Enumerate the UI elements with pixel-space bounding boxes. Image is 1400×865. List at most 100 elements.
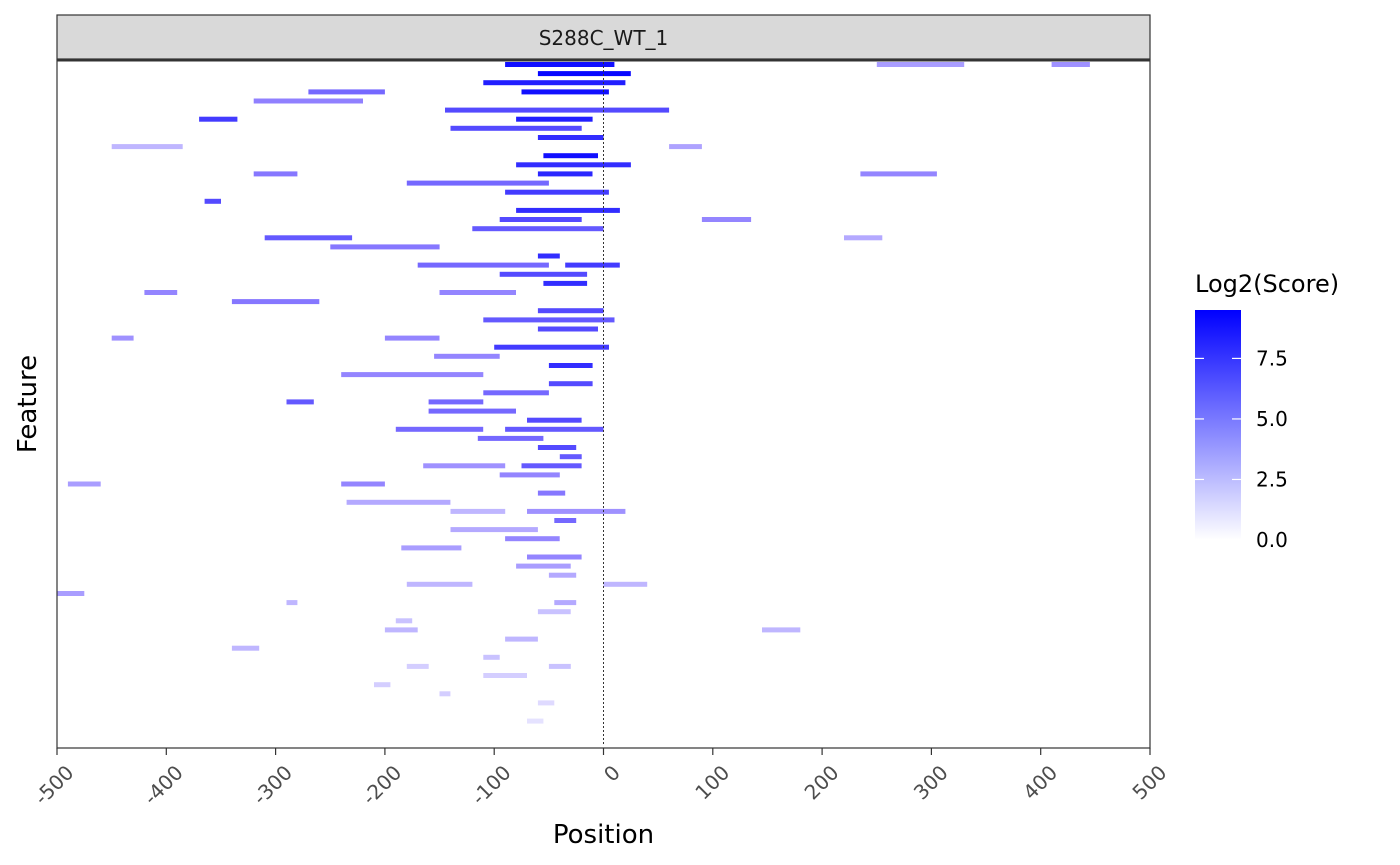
segment-bar xyxy=(308,89,385,95)
segment-bar xyxy=(374,682,391,688)
x-tick-label: 300 xyxy=(909,760,953,804)
segment-bar xyxy=(505,636,538,642)
segment-bar xyxy=(231,645,260,651)
segment-bar xyxy=(406,180,549,186)
segment-bar xyxy=(548,363,593,368)
segment-bar xyxy=(384,627,418,633)
segment-bar xyxy=(472,226,604,232)
segment-bar xyxy=(231,299,320,305)
color-legend: Log2(Score) 0.0 2.5 5.0 7.5 xyxy=(1195,270,1339,552)
segment-bar xyxy=(537,326,598,332)
segment-bar xyxy=(428,399,484,405)
segment-bar xyxy=(537,700,555,706)
segment-bar xyxy=(445,107,670,113)
segment-bar xyxy=(537,490,566,496)
y-axis-title: Feature xyxy=(13,355,43,453)
segment-bar xyxy=(762,627,801,633)
segment-bar xyxy=(505,189,609,195)
x-tick-label: -100 xyxy=(467,760,516,809)
segment-bar xyxy=(516,162,631,168)
segment-bar xyxy=(450,527,538,533)
x-axis: -500 -400 -300 -200 -100 0 100 200 300 400 500 xyxy=(29,748,1171,810)
legend-tick-label: 0.0 xyxy=(1256,528,1288,552)
segment-bar xyxy=(537,609,571,615)
segment-bar xyxy=(439,691,451,697)
segment-bar xyxy=(565,262,620,268)
segment-bar xyxy=(199,116,238,122)
legend-tick-label: 7.5 xyxy=(1256,346,1288,370)
segment-bar xyxy=(483,390,549,396)
segment-bar xyxy=(341,372,484,378)
segment-bar xyxy=(701,217,752,222)
segment-bar xyxy=(844,235,883,241)
segment-bar xyxy=(346,499,451,505)
segment-bar xyxy=(554,600,577,606)
segment-bar xyxy=(423,463,506,469)
segment-bar xyxy=(516,116,593,122)
x-tick-label: 0 xyxy=(599,760,625,786)
x-tick-label: -300 xyxy=(248,760,297,809)
segment-bar xyxy=(876,62,965,67)
segment-bar xyxy=(537,445,577,450)
segment-bar xyxy=(505,536,560,542)
x-tick-label: -200 xyxy=(357,760,406,809)
segment-bar xyxy=(521,463,582,469)
segment-bar xyxy=(543,280,588,286)
segment-bar xyxy=(860,171,937,177)
segment-bar xyxy=(286,399,314,405)
facet-label: S288C_WT_1 xyxy=(539,26,669,50)
x-tick-label: 200 xyxy=(800,760,844,804)
segment-bar xyxy=(286,600,298,606)
segment-bar xyxy=(499,472,560,478)
legend-tick-label: 5.0 xyxy=(1256,407,1288,431)
segment-bar xyxy=(521,89,609,95)
segment-bar xyxy=(537,308,604,314)
segment-bar xyxy=(516,563,571,569)
x-tick-label: 500 xyxy=(1127,760,1171,804)
segment-bar xyxy=(499,217,582,222)
segment-bar xyxy=(499,271,588,277)
segment-bar xyxy=(330,244,440,250)
segment-bar xyxy=(434,353,500,359)
segment-bar xyxy=(406,663,429,669)
legend-tick-label: 2.5 xyxy=(1256,467,1288,491)
segment-bar xyxy=(669,144,702,150)
segment-bar xyxy=(494,344,609,350)
legend-title: Log2(Score) xyxy=(1195,270,1339,298)
segment-bar xyxy=(395,618,413,624)
segment-bar xyxy=(111,144,183,150)
segment-bar xyxy=(483,317,615,323)
segment-bar xyxy=(505,426,604,432)
segment-bar xyxy=(527,554,582,560)
segment-bar xyxy=(537,253,560,259)
segment-bar xyxy=(527,417,582,423)
segment-bar xyxy=(548,663,571,669)
segments-layer xyxy=(57,62,1090,724)
segment-bar xyxy=(67,481,101,487)
segment-bar xyxy=(253,171,298,177)
segment-bar xyxy=(603,581,648,587)
segment-bar xyxy=(543,153,598,159)
segment-bar xyxy=(477,435,544,441)
segment-bar xyxy=(483,80,626,86)
segment-bar xyxy=(554,518,577,523)
segment-bar xyxy=(384,335,440,341)
x-tick-label: 400 xyxy=(1018,760,1062,804)
segment-bar xyxy=(450,125,582,131)
segment-bar xyxy=(395,426,484,432)
segment-bar xyxy=(450,508,506,514)
segment-bar xyxy=(483,673,527,678)
segment-bar xyxy=(537,135,604,140)
x-axis-title: Position xyxy=(553,820,654,850)
segment-bar xyxy=(483,654,500,660)
legend-colorbar xyxy=(1195,310,1241,540)
segment-bar xyxy=(537,71,631,77)
segment-bar xyxy=(505,62,615,67)
segment-bar xyxy=(1051,62,1090,67)
segment-bar xyxy=(144,290,178,295)
segment-bar xyxy=(439,290,516,295)
segment-bar xyxy=(527,718,544,724)
segment-bar xyxy=(111,335,134,341)
segment-bar xyxy=(204,198,221,204)
